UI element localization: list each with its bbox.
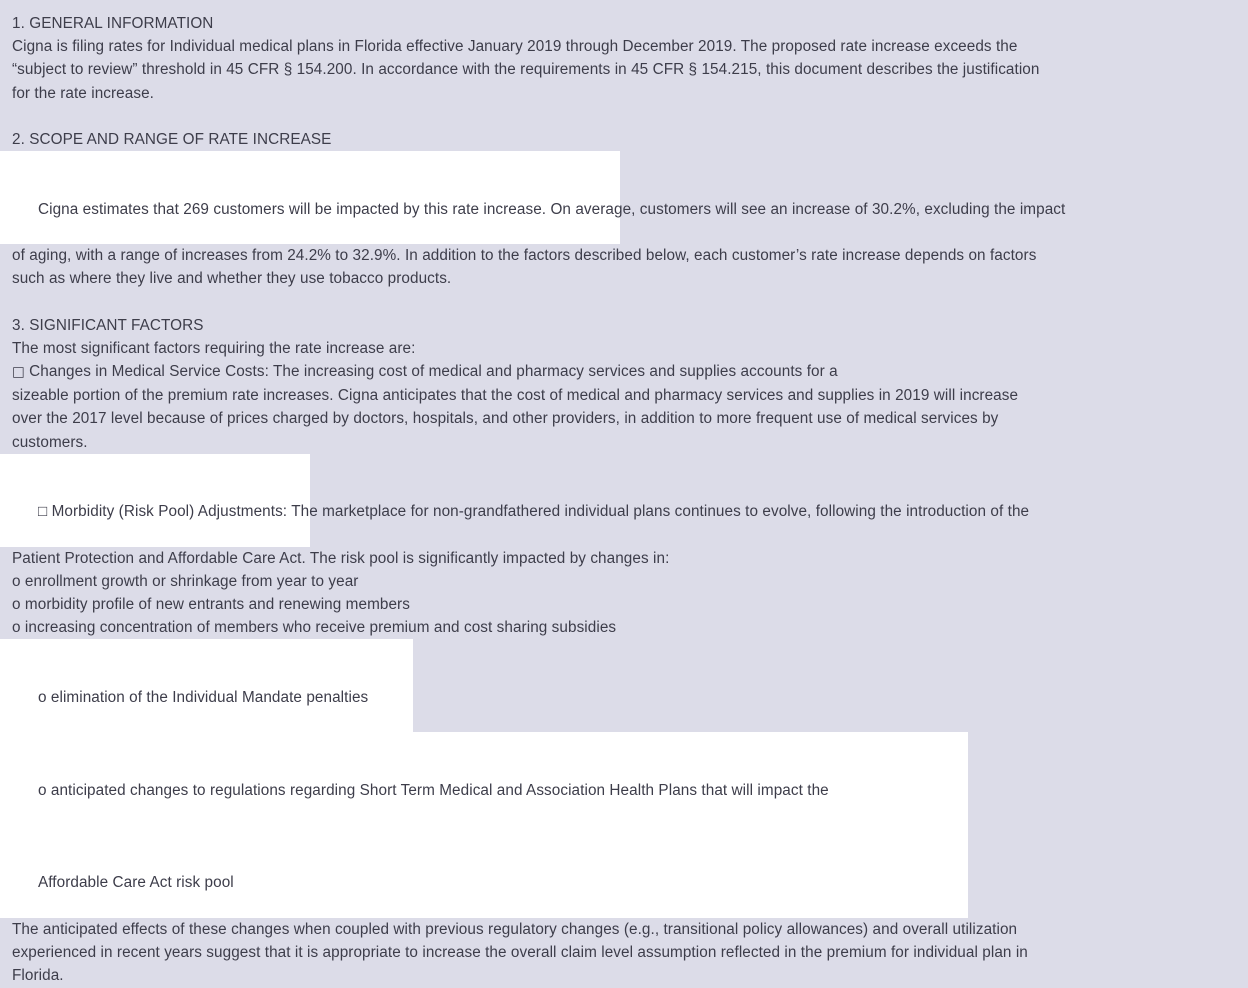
factor-2-highlighted-text: □ Morbidity (Risk Pool) Adjustments: <box>37 503 288 521</box>
document-body: 1. GENERAL INFORMATION Cigna is filing r… <box>0 12 1248 988</box>
sub-bullet-individual-mandate: o elimination of the Individual Mandate … <box>0 639 1248 733</box>
general-information-line-3: for the rate increase. <box>12 84 154 102</box>
significant-factors-intro: The most significant factors requiring t… <box>12 339 416 357</box>
factor-medical-service-costs-line-1: □ Changes in Medical Service Costs: The … <box>0 360 1248 384</box>
factor-1-line-1-text: Changes in Medical Service Costs: The in… <box>24 363 838 381</box>
spacer-2 <box>0 290 1248 313</box>
scope-line-1-remainder: On average, customers will see an increa… <box>546 200 1066 218</box>
highlight-band-aca-risk-pool <box>0 825 968 918</box>
sub-bullet-aca-risk-pool: Affordable Care Act risk pool <box>0 825 1248 918</box>
scope-and-range-line-3: such as where they live and whether they… <box>12 270 452 288</box>
sub-bullet-morbidity-profile: o morbidity profile of new entrants and … <box>12 596 410 614</box>
spacer-1 <box>0 105 1248 128</box>
closing-paragraph-line-1: The anticipated effects of these changes… <box>12 920 1018 938</box>
factor-2-line-2: Patient Protection and Affordable Care A… <box>12 549 670 567</box>
document-page: 1. GENERAL INFORMATION Cigna is filing r… <box>0 15 1065 984</box>
section-heading-general-information: 1. GENERAL INFORMATION <box>12 15 214 32</box>
section-heading-significant-factors: 3. SIGNIFICANT FACTORS <box>12 316 204 334</box>
sub-bullet-anticipated-changes-text: o anticipated changes to regulations reg… <box>37 781 829 799</box>
scope-and-range-line-2: of aging, with a range of increases from… <box>12 247 1037 265</box>
sub-bullet-increasing-concentration: o increasing concentration of members wh… <box>12 619 617 637</box>
scope-and-range-line-1: Cigna estimates that 269 customers will … <box>0 151 1248 245</box>
section-heading-scope-and-range: 2. SCOPE AND RANGE OF RATE INCREASE <box>12 131 332 148</box>
highlight-band-morbidity <box>0 453 310 547</box>
general-information-line-2: “subject to review” threshold in 45 CFR … <box>12 61 1040 79</box>
sub-bullet-aca-risk-pool-text: Affordable Care Act risk pool <box>37 874 234 892</box>
highlight-band-scope-line-1 <box>0 151 620 245</box>
highlight-band-anticipated-changes <box>0 732 968 826</box>
factor-morbidity-adjustments-line-1: □ Morbidity (Risk Pool) Adjustments: The… <box>0 453 1248 547</box>
sub-bullet-individual-mandate-text: o elimination of the Individual Mandate … <box>37 688 369 706</box>
scope-highlighted-text: Cigna estimates that 269 customers will … <box>37 200 547 218</box>
factor-1-line-2: sizeable portion of the premium rate inc… <box>12 387 1019 405</box>
sub-bullet-anticipated-changes: o anticipated changes to regulations reg… <box>0 732 1248 826</box>
factor-2-line-1-remainder: The marketplace for non-grandfathered in… <box>287 503 1030 521</box>
factor-1-line-4: customers. <box>12 433 88 451</box>
sub-bullet-enrollment-growth: o enrollment growth or shrinkage from ye… <box>12 572 359 590</box>
general-information-line-1: Cigna is filing rates for Individual med… <box>12 38 1018 56</box>
highlight-band-individual-mandate <box>0 639 413 733</box>
factor-1-line-3: over the 2017 level because of prices ch… <box>12 410 999 428</box>
closing-paragraph-line-3: Florida. <box>12 967 64 985</box>
closing-paragraph-line-2: experienced in recent years suggest that… <box>12 944 1028 962</box>
square-bullet-icon: □ <box>12 364 25 381</box>
